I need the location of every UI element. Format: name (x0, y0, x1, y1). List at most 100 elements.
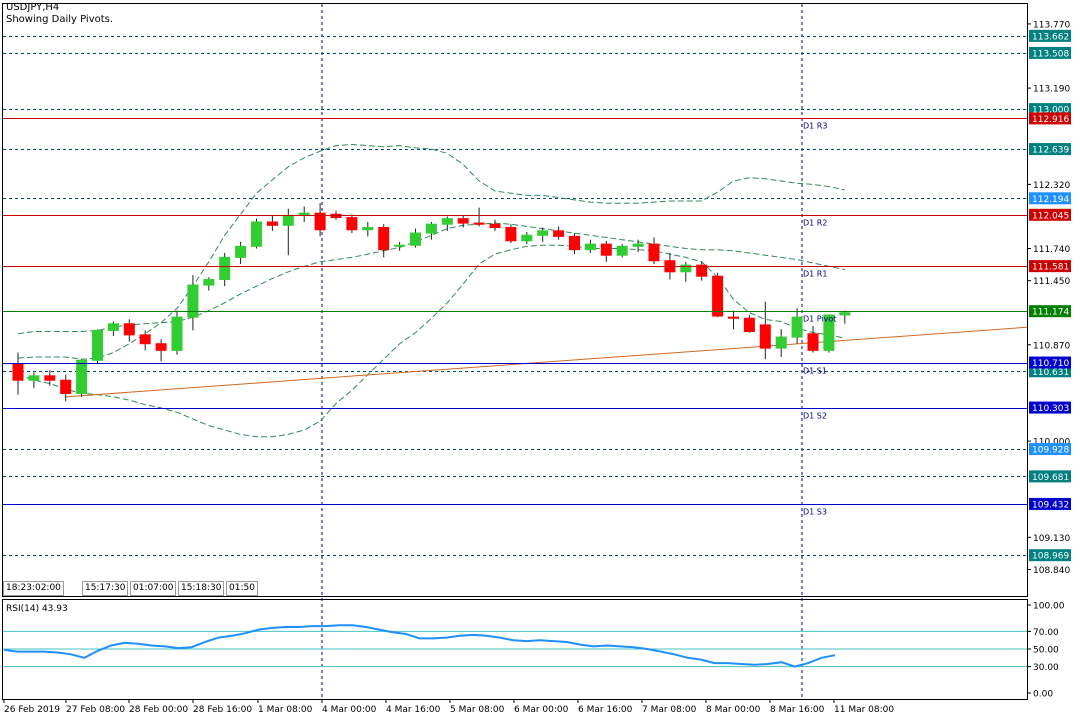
x-tick-label: 6 Mar 00:00 (514, 705, 569, 715)
y-tick-label: 109.130 (1033, 534, 1070, 544)
candle-body (743, 317, 755, 333)
candle-body (537, 230, 549, 236)
price-tag-label: 109.928 (1032, 446, 1069, 456)
x-tick-label: 6 Mar 16:00 (578, 705, 633, 715)
y-tick-label: 111.740 (1033, 245, 1070, 255)
price-tag-label: 112.639 (1032, 146, 1069, 156)
candle-body (823, 314, 835, 351)
candle-body (600, 243, 612, 256)
price-tag-label: 109.432 (1032, 500, 1069, 510)
candle-body (44, 375, 56, 381)
pivot-label: D1 S3 (803, 508, 827, 517)
candle-body (553, 230, 565, 237)
price-tag (1029, 401, 1071, 414)
pivot-label: D1 Pivot (803, 315, 836, 324)
time-box-1: 18:23:02:00 (3, 581, 64, 596)
candle-body (759, 324, 771, 349)
x-tick-label: 5 Mar 08:00 (450, 705, 505, 715)
price-tag (1029, 549, 1071, 562)
rsi-tick-label: 70.00 (1033, 628, 1059, 638)
candle-body (425, 223, 437, 234)
candle-body (712, 275, 724, 317)
pivot-label: D1 S1 (803, 367, 827, 376)
x-tick-label: 8 Mar 00:00 (706, 705, 761, 715)
x-tick-label: 27 Feb 08:00 (66, 705, 125, 715)
candle-body (839, 312, 851, 316)
price-tag-label: 108.969 (1032, 552, 1069, 562)
time-box-2: 15:17:30 (82, 581, 129, 596)
candle-body (680, 264, 692, 273)
price-tag-label: 113.508 (1032, 49, 1069, 59)
price-tag (1029, 356, 1071, 369)
price-tag-label: 110.303 (1032, 404, 1069, 414)
candle-body (107, 323, 119, 331)
pivot-label: D1 R1 (803, 270, 827, 279)
candle-body (203, 279, 215, 286)
candle-body (648, 243, 660, 262)
candle-body (282, 214, 294, 226)
candle-body (791, 316, 803, 338)
price-tag-label: 111.581 (1032, 263, 1069, 273)
candle-body (473, 222, 485, 225)
price-tag-label: 112.045 (1032, 211, 1069, 221)
y-tick-label: 112.320 (1033, 181, 1070, 191)
candle-body (12, 363, 24, 381)
candle-body (123, 323, 135, 336)
symbol-title: USDJPY,H4 (6, 2, 60, 13)
x-tick-label: 26 Feb 2019 (4, 705, 60, 715)
price-tag-label: 110.710 (1032, 359, 1069, 369)
candle-body (139, 334, 151, 345)
price-tag (1029, 112, 1071, 125)
price-tag (1029, 29, 1071, 42)
price-tag (1029, 208, 1071, 221)
y-tick-label: 108.840 (1033, 566, 1070, 576)
candle-body (616, 245, 628, 256)
price-tag (1029, 192, 1071, 205)
candle-body (569, 235, 580, 251)
candle-body (362, 227, 374, 231)
pivot-label: D1 R3 (803, 122, 827, 131)
time-box-3: 01:07:00 (130, 581, 177, 596)
y-tick-label: 111.450 (1033, 277, 1070, 287)
candle-body (346, 217, 358, 231)
time-box-4: 15:18:30 (178, 581, 225, 596)
candle-body (505, 227, 517, 242)
candle-body (187, 284, 199, 318)
candle-body (394, 244, 406, 247)
price-tag (1029, 143, 1071, 156)
price-tag-label: 112.194 (1032, 195, 1069, 205)
rsi-tick-label: 30.00 (1033, 663, 1059, 673)
candle-body (728, 316, 739, 319)
candle-body (251, 221, 262, 247)
candle-body (28, 375, 40, 381)
price-tag-label: 113.662 (1032, 32, 1069, 42)
x-tick-label: 1 Mar 08:00 (258, 705, 313, 715)
price-tag (1029, 470, 1071, 483)
price-tag-label: 112.916 (1032, 115, 1069, 125)
pivot-label: D1 R2 (803, 219, 827, 228)
candle-body (266, 221, 278, 226)
x-tick-label: 8 Mar 16:00 (770, 705, 825, 715)
price-tag-label: 113.000 (1032, 106, 1069, 116)
rsi-tick-label: 100.00 (1033, 602, 1065, 612)
rsi-line (3, 624, 836, 668)
candle-body (378, 227, 390, 251)
time-box-5: 01:50 (226, 581, 258, 596)
band-upper (17, 143, 845, 360)
price-tag (1029, 497, 1071, 510)
candle-body (155, 343, 167, 351)
x-tick-label: 28 Feb 00:00 (129, 705, 188, 715)
candle-body (457, 218, 469, 224)
x-tick-label: 4 Mar 00:00 (322, 705, 377, 715)
main-pane-border (2, 3, 1028, 597)
y-tick-label: 110.000 (1033, 438, 1070, 448)
candle-body (584, 243, 596, 251)
candle-body (219, 256, 231, 281)
rsi-tick-label: 0.00 (1033, 690, 1053, 700)
y-tick-label: 110.870 (1033, 341, 1070, 351)
price-tag (1029, 103, 1071, 116)
price-tag-label: 109.681 (1032, 473, 1069, 483)
candle-body (235, 245, 247, 258)
price-tag (1029, 443, 1071, 456)
